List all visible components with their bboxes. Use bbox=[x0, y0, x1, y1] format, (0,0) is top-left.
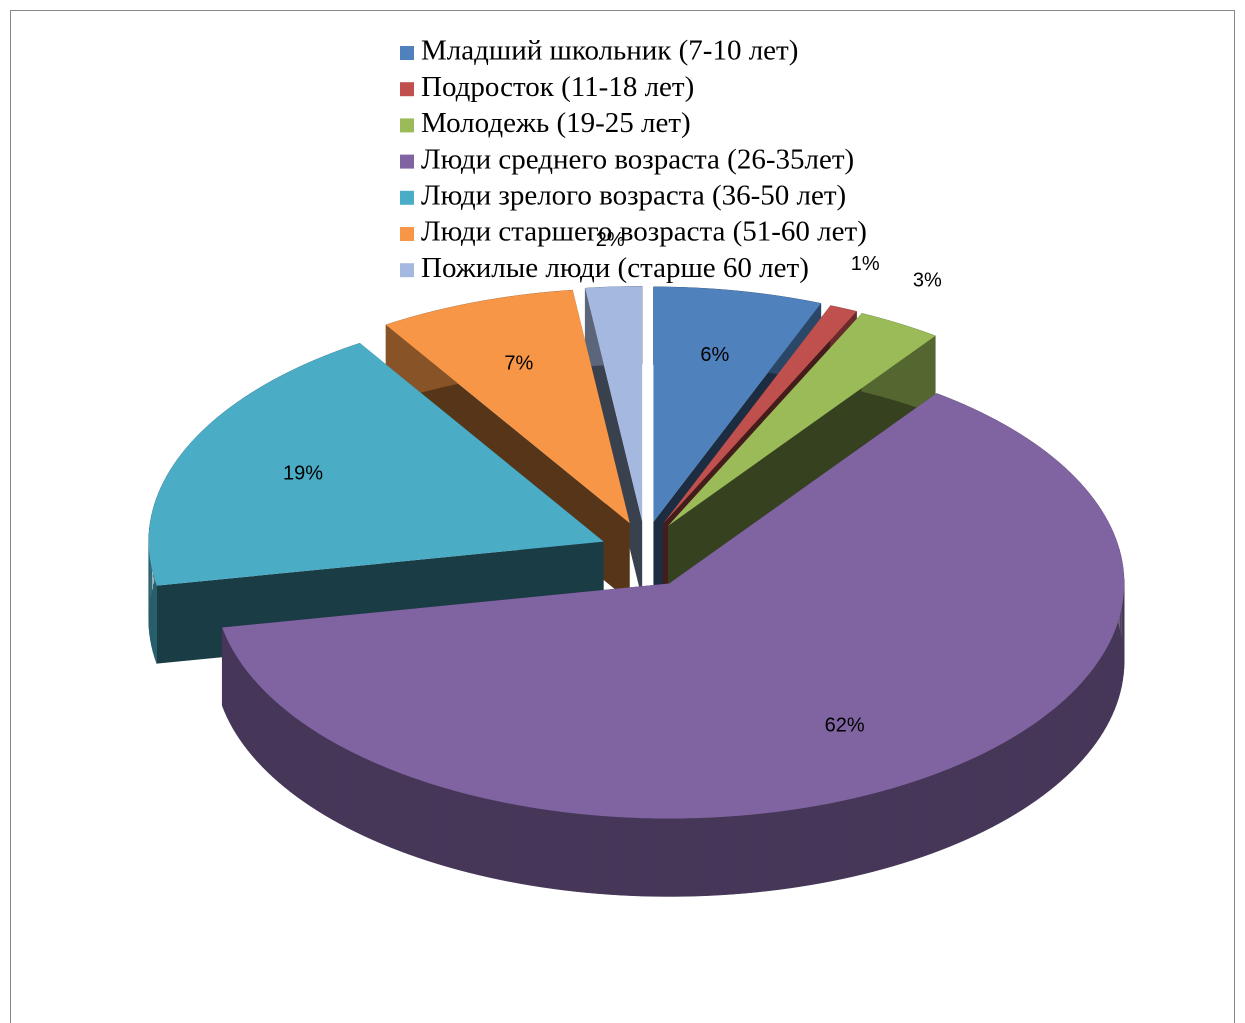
slice bbox=[653, 286, 821, 522]
legend-label: Люди зрелого возраста (36-50 лет) bbox=[421, 179, 846, 211]
legend-swatch bbox=[400, 154, 414, 169]
legend-swatch bbox=[400, 190, 414, 205]
data-label: 62% bbox=[825, 715, 865, 737]
legend-swatch bbox=[400, 46, 414, 60]
data-label: 7% bbox=[504, 352, 533, 374]
legend-swatch bbox=[400, 263, 414, 278]
slice bbox=[662, 305, 857, 525]
slice bbox=[385, 290, 630, 524]
legend-label: Пожилые люди (старше 60 лет) bbox=[421, 252, 809, 284]
legend-label: Подросток (11-18 лет) bbox=[421, 71, 694, 103]
data-label: 2% bbox=[596, 229, 625, 251]
slice bbox=[222, 393, 1125, 819]
data-label: 1% bbox=[851, 253, 880, 275]
legend-swatch bbox=[400, 118, 414, 133]
slice bbox=[148, 343, 604, 586]
slice bbox=[667, 313, 936, 526]
legend-swatch bbox=[400, 227, 414, 241]
legend-label: Люди старшего возраста (51-60 лет) bbox=[421, 216, 867, 248]
data-label: 3% bbox=[913, 270, 942, 292]
data-label: 19% bbox=[283, 463, 323, 485]
legend-label: Молодежь (19-25 лет) bbox=[421, 107, 691, 139]
legend-label: Люди среднего возраста (26-35лет) bbox=[421, 143, 854, 175]
legend-label: Младший школьник (7-10 лет) bbox=[421, 35, 798, 67]
slice bbox=[585, 286, 643, 522]
data-label: 6% bbox=[700, 344, 729, 366]
slice-wall bbox=[156, 343, 604, 664]
legend-swatch bbox=[400, 82, 414, 97]
